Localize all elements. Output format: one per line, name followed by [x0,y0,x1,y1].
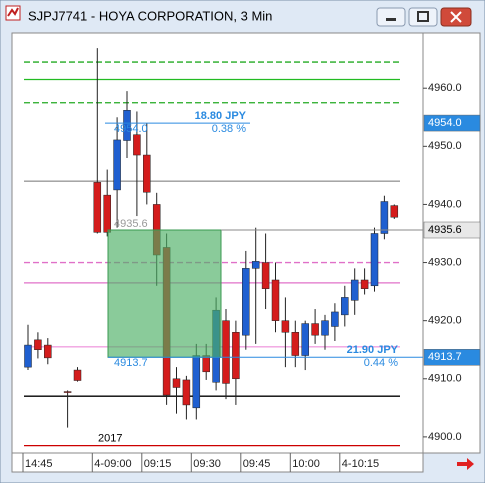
candle-body [251,261,260,269]
measure-change: 21.90 JPY [347,344,399,356]
candle-body [281,320,290,333]
candle-body [63,391,72,393]
y-tick-label: 4950.0 [428,140,462,152]
time-axis [11,452,424,473]
maximize-icon [417,11,429,22]
price-axis [422,32,481,454]
y-tick-label: 4930.0 [428,256,462,268]
candle-body [93,182,102,233]
candle-body [123,110,131,141]
measure-price: 4913.7 [114,357,148,369]
price-marker-label: 4935.6 [428,224,462,236]
price-marker [423,114,481,132]
measure-percent: 0.44 % [364,357,398,369]
x-tick-label: 09:45 [243,458,271,470]
candle-body [331,311,339,327]
candle-body [321,320,329,336]
candle-body [113,139,121,191]
price-marker [423,349,481,366]
price-marker [423,221,481,239]
candle-body [242,268,250,336]
candle-body [192,355,201,409]
candle-body [271,279,280,321]
y-tick-label: 4940.0 [428,198,462,210]
candle-body [232,332,240,380]
x-tick-label: 4-09:00 [94,458,131,470]
candle-body [133,134,141,156]
level-label: 2017 [98,433,122,445]
candle-body [370,233,379,287]
measure-change: 18.80 JPY [195,110,247,122]
candle-body [103,194,111,233]
candle-body [291,332,300,356]
window-title: SJPJ7741 - HOYA CORPORATION, 3 Min [28,8,272,23]
candle-body [34,339,42,350]
measure-percent: 0.38 % [212,123,246,135]
close-icon [450,11,462,23]
x-tick-label: 4-10:15 [342,458,379,470]
x-tick-label: 14:45 [25,458,53,470]
candle-body [222,320,230,384]
candle-body [44,344,52,359]
candle-body [261,262,270,289]
candle-body [301,323,309,356]
candle-body [143,154,151,193]
y-tick-label: 4920.0 [428,315,462,327]
x-tick-label: 10:00 [292,458,320,470]
candle-body [360,279,369,289]
y-tick-label: 4910.0 [428,373,462,385]
candle-body [202,355,210,373]
minimize-icon [386,18,396,21]
maximize-button[interactable] [408,7,438,27]
candle-body [311,323,319,336]
minimize-button[interactable] [376,7,406,27]
candle-body [182,379,191,406]
y-tick-label: 4900.0 [428,431,462,443]
measure-price: 4954.0 [114,123,148,135]
x-tick-label: 09:30 [193,458,221,470]
candle-body [380,201,389,234]
app-icon-glyph [7,7,19,17]
price-marker-label: 4954.0 [428,117,462,129]
price-marker-label: 4913.7 [428,351,462,363]
scroll-arrow[interactable] [457,458,474,470]
candle-body [350,279,359,301]
y-tick-label: 4960.0 [428,82,462,94]
measure-box [107,229,222,358]
candle-body [73,369,82,381]
candle-body [172,378,181,388]
x-tick-label: 09:15 [144,458,172,470]
candle-body [390,205,399,218]
candle-body [24,344,32,368]
box-label: 4935.6 [114,218,148,230]
candle-body [341,297,349,316]
